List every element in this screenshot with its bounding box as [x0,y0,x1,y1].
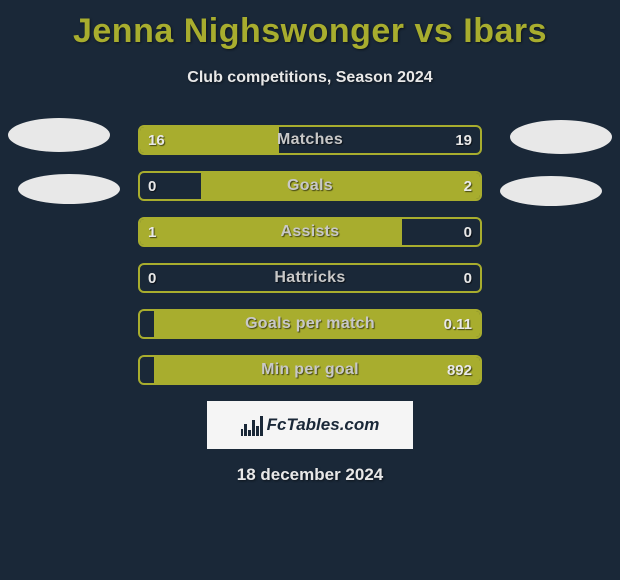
stat-value-right: 0.11 [444,311,472,337]
date-text: 18 december 2024 [0,465,620,485]
stat-label: Assists [140,219,480,245]
player-left-avatar [8,118,110,152]
stat-label: Goals per match [140,311,480,337]
stats-bars: 16 Matches 19 0 Goals 2 1 Assists 0 0 Ha… [138,125,482,385]
player-right-avatar-2 [500,176,602,206]
stat-label: Goals [140,173,480,199]
page-title: Jenna Nighswonger vs Ibars [0,0,620,51]
stat-value-right: 0 [464,265,472,291]
stat-label: Hattricks [140,265,480,291]
stat-row-hattricks: 0 Hattricks 0 [138,263,482,293]
player-right-avatar [510,120,612,154]
subtitle: Club competitions, Season 2024 [0,69,620,87]
stat-row-matches: 16 Matches 19 [138,125,482,155]
stat-row-assists: 1 Assists 0 [138,217,482,247]
brand-box: FcTables.com [207,401,413,449]
stat-value-right: 2 [464,173,472,199]
stat-row-gpm: Goals per match 0.11 [138,309,482,339]
stat-value-right: 19 [455,127,472,153]
stat-label: Min per goal [140,357,480,383]
stat-value-right: 0 [464,219,472,245]
stat-row-mpg: Min per goal 892 [138,355,482,385]
stat-label: Matches [140,127,480,153]
bars-icon [241,414,263,436]
brand-text: FcTables.com [267,415,380,435]
stat-value-right: 892 [447,357,472,383]
player-left-avatar-2 [18,174,120,204]
stat-row-goals: 0 Goals 2 [138,171,482,201]
